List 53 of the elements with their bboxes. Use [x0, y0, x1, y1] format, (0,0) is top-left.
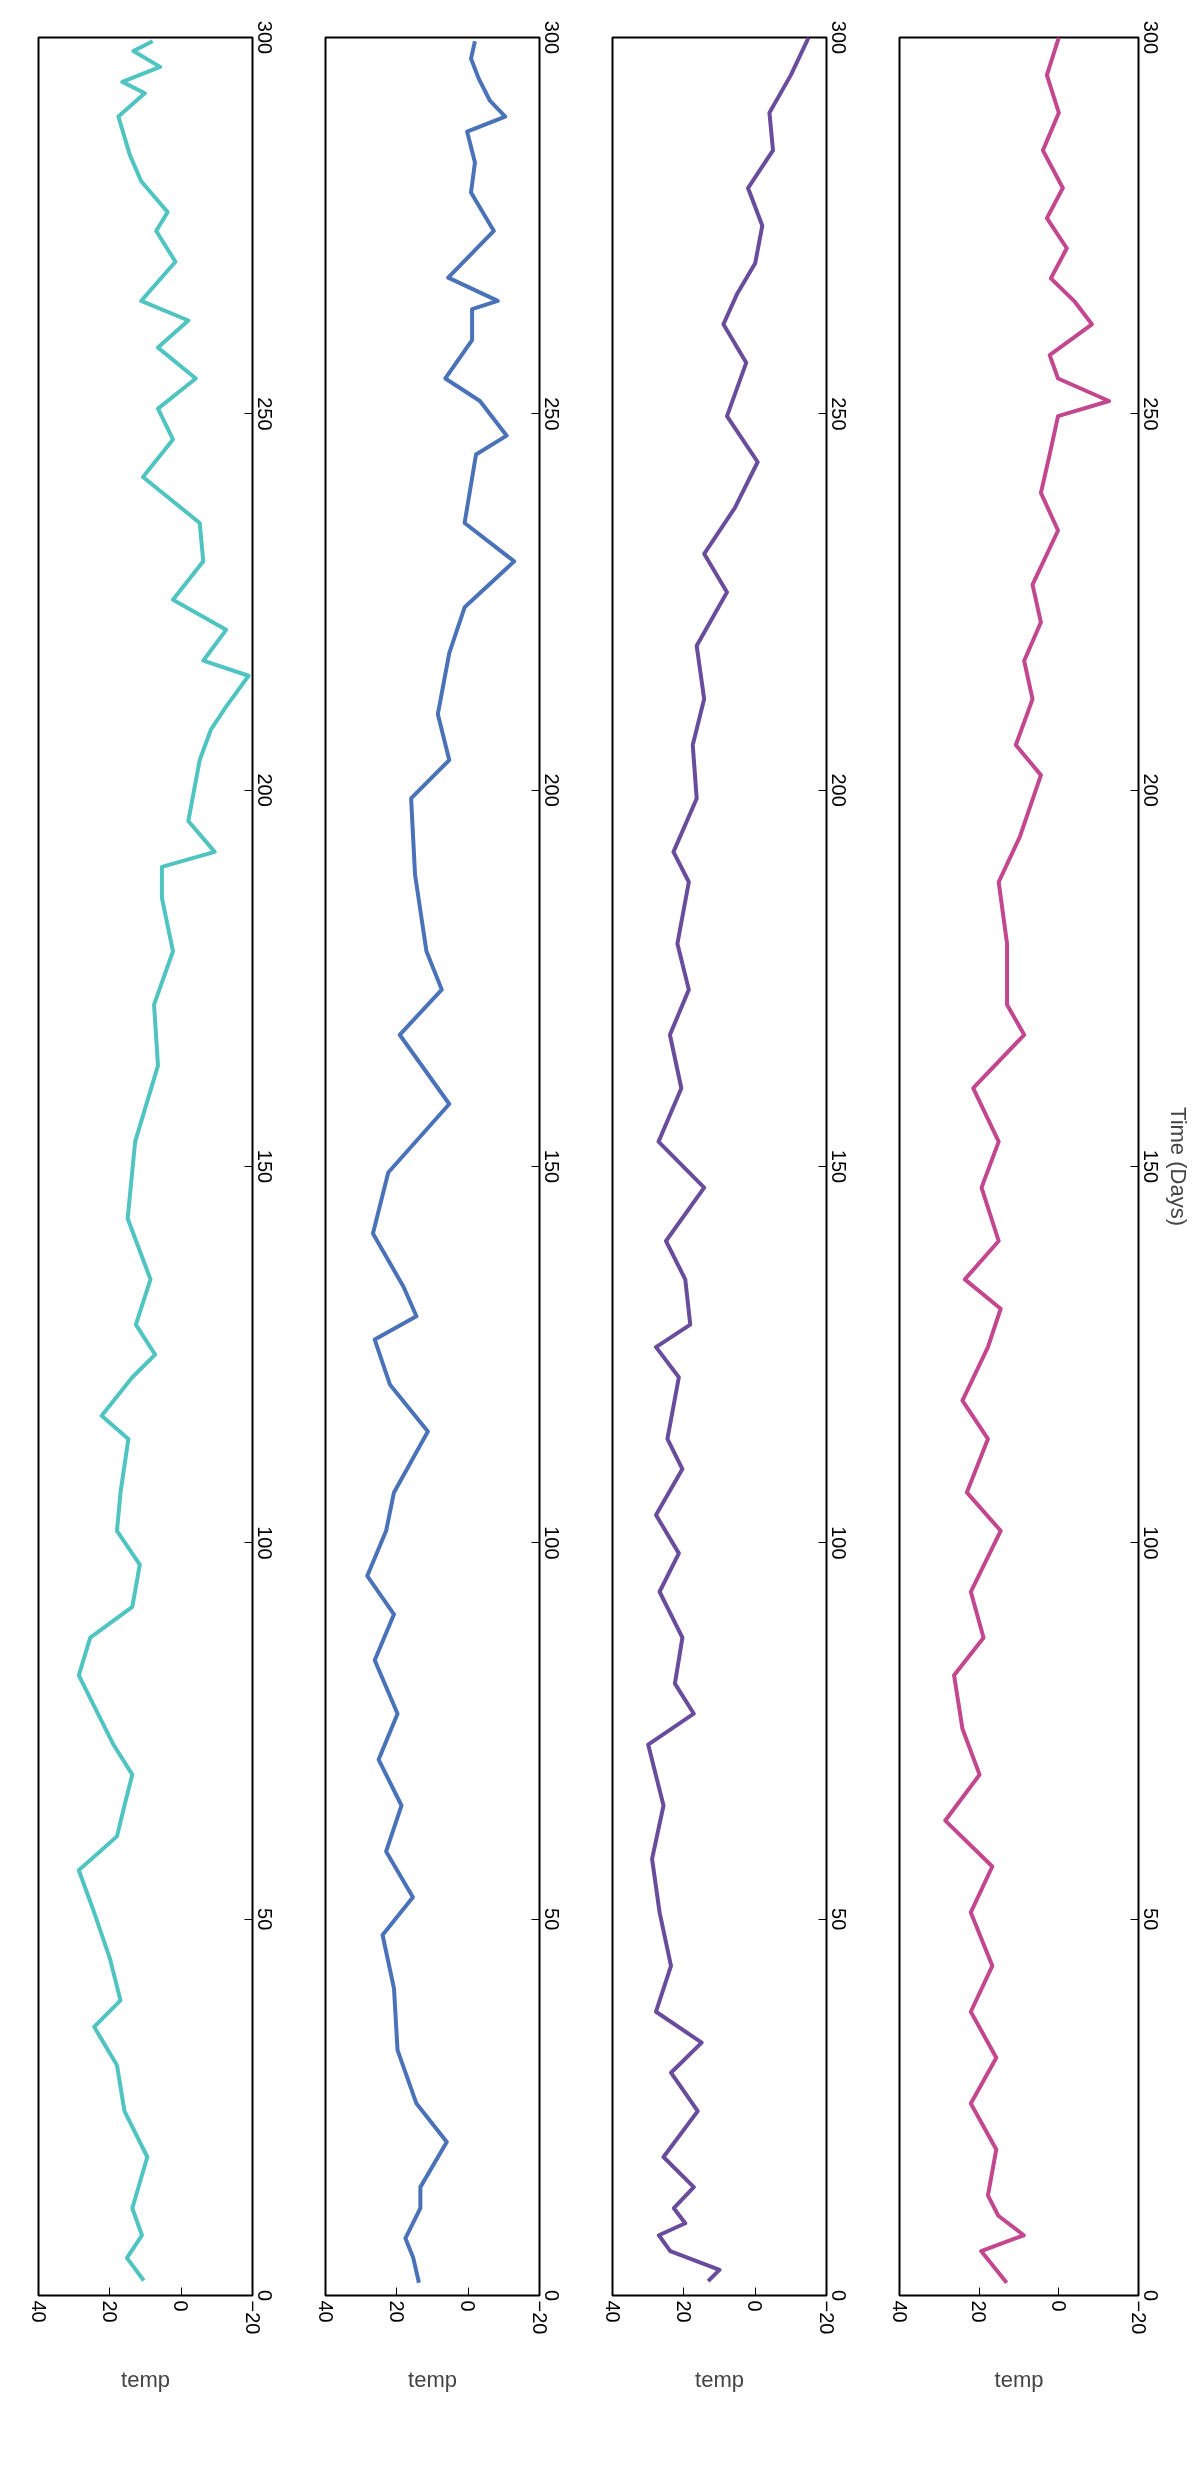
x-tick-label: −20 — [1127, 2300, 1150, 2335]
x-axis-title: temp — [695, 2367, 744, 2393]
line-series — [943, 37, 1112, 2285]
y-tick-label: 0 — [827, 2289, 850, 2302]
line-series — [646, 37, 811, 2284]
y-tick-label: 100 — [1139, 1526, 1162, 1560]
x-tick-label: 0 — [170, 2300, 193, 2312]
x-tick-label: 40 — [888, 2300, 911, 2323]
y-tick-label: 150 — [827, 1149, 850, 1184]
y-tick-label: 50 — [1139, 1908, 1162, 1931]
x-tick-label: 0 — [744, 2300, 767, 2312]
x-tick-label: 20 — [672, 2300, 695, 2323]
y-tick-label: 300 — [827, 20, 850, 55]
x-tick-label: 20 — [385, 2300, 408, 2323]
y-tick-label: 300 — [540, 20, 563, 55]
x-tick-label: −20 — [528, 2300, 551, 2335]
y-tick-label: 300 — [253, 20, 276, 55]
y-tick-label: 100 — [253, 1526, 276, 1560]
x-tick-label: 40 — [314, 2300, 337, 2323]
y-tick-label: 250 — [1139, 397, 1162, 431]
x-tick-label: 0 — [457, 2300, 480, 2312]
x-axis-title: temp — [994, 2367, 1044, 2393]
y-tick-label: 0 — [1139, 2289, 1162, 2302]
y-axis-title: Time (Days) — [1165, 1107, 1191, 1226]
x-tick-label: 20 — [98, 2300, 121, 2323]
y-tick-label: 250 — [827, 397, 850, 431]
y-tick-label: 0 — [253, 2289, 276, 2302]
y-tick-label: 100 — [540, 1526, 563, 1560]
y-tick-label: 200 — [540, 773, 563, 807]
x-axis-title: temp — [408, 2367, 457, 2393]
x-tick-label: 40 — [27, 2300, 50, 2323]
x-tick-label: −20 — [815, 2300, 838, 2335]
y-tick-label: 250 — [253, 397, 276, 431]
y-tick-label: 50 — [540, 1908, 563, 1931]
line-series — [365, 39, 517, 2285]
y-tick-label: 100 — [827, 1526, 850, 1560]
y-tick-label: 250 — [540, 397, 563, 431]
x-axis-title: temp — [121, 2367, 170, 2393]
y-tick-label: 0 — [540, 2289, 563, 2302]
y-tick-label: 50 — [253, 1908, 276, 1931]
x-tick-label: 40 — [601, 2300, 624, 2323]
y-tick-label: 200 — [1139, 773, 1162, 807]
x-tick-label: 20 — [968, 2300, 991, 2323]
y-tick-label: 50 — [827, 1908, 850, 1931]
x-tick-label: 0 — [1047, 2300, 1070, 2312]
line-series — [76, 39, 251, 2283]
x-tick-label: −20 — [241, 2300, 264, 2335]
y-tick-label: 200 — [253, 773, 276, 807]
y-tick-label: 200 — [827, 773, 850, 807]
y-tick-label: 300 — [1139, 20, 1162, 55]
y-tick-label: 150 — [1139, 1149, 1162, 1184]
y-tick-label: 150 — [253, 1149, 276, 1184]
y-tick-label: 150 — [540, 1149, 563, 1184]
